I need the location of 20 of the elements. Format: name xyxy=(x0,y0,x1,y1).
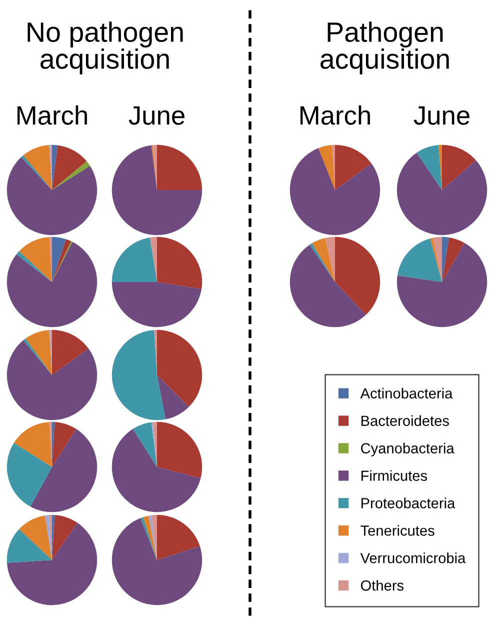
text: No pathogen acquisition xyxy=(28,22,183,74)
chart-title: March xyxy=(18,105,87,125)
legend-label: Bacteroidetes xyxy=(361,415,449,426)
legend-label: Others xyxy=(360,580,404,591)
chart-title: June xyxy=(128,106,184,125)
pie-slice xyxy=(52,145,87,190)
chart-title: June xyxy=(414,106,470,125)
pie-slice xyxy=(6,157,98,236)
legend-label: Actinobacteria xyxy=(360,388,453,399)
legend-label: Proteobacteria xyxy=(361,498,456,508)
legend-label: Tenericutes xyxy=(360,525,434,536)
text: Pathogen acquisition xyxy=(320,22,449,74)
pie-slice xyxy=(23,144,52,190)
chart-title: March xyxy=(300,105,370,125)
legend-label: Cyanobacteria xyxy=(361,442,454,456)
pie-slice xyxy=(52,144,58,190)
legend-label: Firmicutes xyxy=(361,470,428,481)
pie-slice xyxy=(21,155,52,190)
pie-slice xyxy=(52,161,90,190)
legend-label: Verrucomicrobia xyxy=(360,552,466,564)
